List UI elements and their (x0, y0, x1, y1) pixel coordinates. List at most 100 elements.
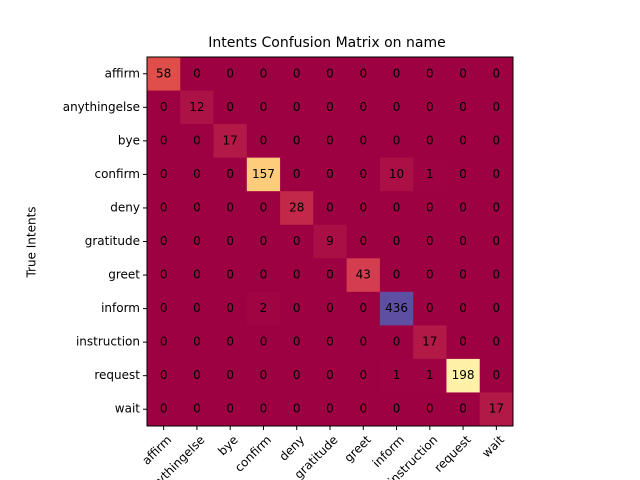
cell-label: 0 (459, 301, 467, 315)
cell-label: 0 (226, 335, 234, 349)
cell-label: 0 (160, 234, 168, 248)
cell-label: 0 (293, 335, 301, 349)
heatmap-cell (280, 57, 314, 92)
heatmap-cell (147, 392, 181, 427)
cell-label: 0 (160, 100, 168, 114)
cell-label: 12 (189, 100, 204, 114)
y-tick-label: wait (115, 402, 141, 416)
heatmap-cell (479, 258, 514, 293)
cell-label: 0 (393, 402, 401, 416)
heatmap-cell (479, 358, 514, 393)
cell-label: 0 (459, 66, 467, 80)
heatmap-cell (413, 90, 447, 125)
cell-label: 0 (493, 368, 501, 382)
cell-label: 0 (493, 133, 501, 147)
heatmap-cell (213, 392, 248, 427)
heatmap-cell (346, 325, 381, 360)
cell-label: 0 (393, 234, 401, 248)
heatmap-cell (280, 291, 314, 326)
cell-label: 0 (160, 402, 168, 416)
heatmap-cell (313, 224, 348, 259)
cell-label: 17 (223, 133, 238, 147)
cell-label: 0 (160, 200, 168, 214)
cell-label: 0 (260, 268, 268, 282)
cell-label: 17 (422, 335, 437, 349)
cell-label: 0 (326, 368, 334, 382)
heatmap-cell (313, 291, 348, 326)
heatmap-cell (147, 157, 181, 192)
heatmap-cell (313, 124, 348, 159)
cell-label: 0 (226, 402, 234, 416)
heatmap-cell (246, 124, 281, 159)
cell-label: 10 (389, 167, 404, 181)
cell-label: 0 (260, 66, 268, 80)
y-tick-label: affirm (105, 66, 140, 80)
heatmap-cell (246, 392, 281, 427)
cell-label: 0 (326, 200, 334, 214)
cell-label: 0 (326, 402, 334, 416)
heatmap-cell (479, 57, 514, 92)
heatmap-cell (246, 358, 281, 393)
heatmap-cell (379, 157, 414, 192)
cell-label: 0 (459, 402, 467, 416)
cell-label: 0 (393, 268, 401, 282)
heatmap-cell (147, 191, 181, 226)
cell-label: 0 (326, 133, 334, 147)
cell-label: 0 (493, 167, 501, 181)
cell-label: 0 (226, 234, 234, 248)
heatmap-cell (313, 392, 348, 427)
heatmap-cell (180, 291, 215, 326)
x-tick-label: wait (479, 432, 507, 460)
cell-label: 0 (293, 402, 301, 416)
cell-label: 0 (160, 268, 168, 282)
heatmap-cell (379, 57, 414, 92)
cell-label: 0 (493, 100, 501, 114)
cell-label: 0 (359, 133, 367, 147)
heatmap-cell (379, 124, 414, 159)
y-tick-label: inform (101, 301, 140, 315)
cell-label: 0 (293, 368, 301, 382)
cell-label: 0 (293, 234, 301, 248)
cell-label: 0 (326, 301, 334, 315)
y-tick-label: bye (118, 133, 140, 147)
heatmap-cell (147, 90, 181, 125)
cell-label: 0 (426, 133, 434, 147)
heatmap-cell (313, 258, 348, 293)
cell-label: 0 (393, 335, 401, 349)
x-tick-label: bye (215, 433, 241, 459)
cell-label: 436 (385, 301, 408, 315)
cell-label: 0 (260, 100, 268, 114)
y-axis-label: True Intents (25, 206, 39, 278)
heatmap-cell (379, 358, 414, 393)
heatmap-cell (213, 90, 248, 125)
cell-label: 0 (326, 100, 334, 114)
heatmap-cell (446, 157, 481, 192)
heatmap-cell (180, 90, 215, 125)
cell-label: 0 (459, 100, 467, 114)
cell-label: 0 (260, 234, 268, 248)
cell-label: 0 (493, 66, 501, 80)
heatmap-cell (313, 157, 348, 192)
cell-label: 0 (260, 335, 268, 349)
heatmap-cell (479, 191, 514, 226)
heatmap-cell (147, 358, 181, 393)
cell-label: 0 (493, 301, 501, 315)
cell-label: 0 (426, 268, 434, 282)
cell-label: 17 (489, 402, 504, 416)
cell-label: 0 (426, 200, 434, 214)
heatmap-cell (413, 358, 447, 393)
cell-label: 0 (493, 234, 501, 248)
cell-label: 0 (193, 66, 201, 80)
heatmap-cell (180, 157, 215, 192)
heatmap-cell (213, 157, 248, 192)
heatmap-cell (346, 258, 381, 293)
heatmap-cell (313, 358, 348, 393)
heatmap-cell (446, 258, 481, 293)
cell-label: 0 (160, 368, 168, 382)
cell-label: 0 (359, 368, 367, 382)
y-tick-label: deny (110, 200, 140, 214)
heatmap-cell (180, 124, 215, 159)
heatmap-cell (280, 191, 314, 226)
heatmap-cell (346, 57, 381, 92)
cell-label: 0 (393, 66, 401, 80)
